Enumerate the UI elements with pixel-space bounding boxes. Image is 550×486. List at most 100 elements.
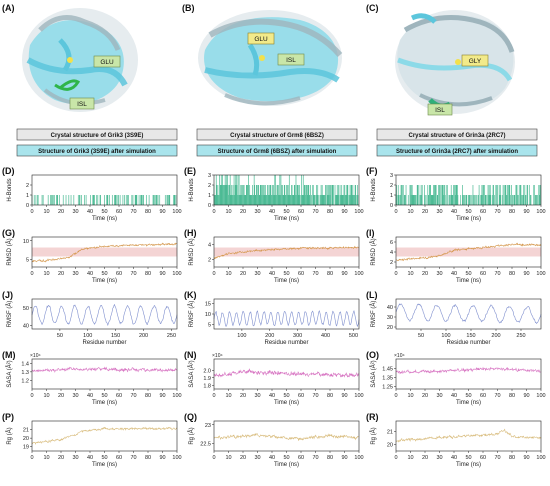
svg-text:ISL: ISL: [286, 57, 296, 64]
x-tick-label: 20: [58, 455, 64, 461]
x-tick-label: 30: [254, 393, 260, 399]
axes-frame: [31, 298, 178, 330]
x-tick-label: 100: [536, 393, 545, 399]
x-tick-label: 30: [254, 455, 260, 461]
x-tick-label: 70: [494, 393, 500, 399]
x-tick-label: 60: [298, 209, 304, 215]
y-tick-label: 3: [390, 173, 393, 179]
x-tick-label: 10: [407, 209, 413, 215]
y-exponent: ×10⁴: [30, 353, 41, 359]
x-tick-label: 80: [327, 455, 333, 461]
x-axis-label: Residue number: [82, 340, 126, 346]
x-tick-label: 100: [536, 209, 545, 215]
y-tick-label: 40: [23, 323, 29, 329]
x-tick-label: 100: [354, 393, 363, 399]
y-tick-label: 1.25: [382, 384, 393, 390]
x-tick-label: 20: [58, 271, 64, 277]
hbond-series: [395, 185, 541, 205]
y-axis-label: H-Bonds: [189, 178, 195, 201]
x-tick-label: 30: [436, 209, 442, 215]
y-axis-label: RMSF (Å): [188, 301, 195, 328]
x-tick-label: 10: [43, 271, 49, 277]
panel-label: (E): [184, 166, 196, 176]
structure-panel-c: (C) GLY ISL Crystal structure of Grin3a …: [366, 3, 538, 157]
panel-label: (D): [2, 166, 15, 176]
x-tick-label: 80: [145, 271, 151, 277]
x-tick-label: 100: [536, 455, 545, 461]
x-tick-label: 50: [101, 455, 107, 461]
x-tick-label: 30: [72, 455, 78, 461]
x-tick-label: 100: [536, 271, 545, 277]
x-tick-label: 80: [509, 393, 515, 399]
y-axis-label: H-Bonds: [371, 178, 377, 201]
x-tick-label: 60: [480, 393, 486, 399]
rmsf-series-line: [395, 303, 542, 324]
x-tick-label: 70: [130, 209, 136, 215]
panel-label-b: (B): [182, 3, 195, 13]
x-tick-label: 0: [212, 209, 215, 215]
y-tick-label: 1.35: [382, 376, 393, 382]
x-tick-label: 60: [116, 393, 122, 399]
x-tick-label: 80: [327, 209, 333, 215]
x-tick-label: 100: [172, 455, 181, 461]
x-tick-label: 50: [57, 333, 63, 339]
x-tick-label: 10: [407, 455, 413, 461]
x-tick-label: 100: [172, 209, 181, 215]
y-tick-label: 0: [390, 203, 393, 209]
x-axis-label: Time (ns): [92, 400, 117, 406]
chart-p: (P) 19 20 21 0 10 20 30 40 50 60 70 80 90 100 Time (ns)…: [2, 412, 182, 468]
chart-l: (L) 20 30 40 50 100 150 200 250 Residue number RMS…: [366, 290, 542, 346]
x-tick-label: 0: [212, 455, 215, 461]
structure-panel-a: (A) GLU ISL Crystal structure of Grik3 (…: [2, 3, 178, 157]
x-tick-label: 20: [240, 271, 246, 277]
svg-text:Structure of Grm8 (6BSZ) after: Structure of Grm8 (6BSZ) after simulatio…: [218, 149, 337, 155]
chart-k: (K) 5 10 15 100 200 300 400 500 Residue number RMS…: [184, 290, 360, 346]
x-tick-label: 10: [225, 393, 231, 399]
axes-frame: [31, 420, 178, 452]
x-axis-label: Residue number: [264, 340, 308, 346]
panel-label: (L): [366, 290, 378, 300]
tag-isl-c: ISL: [427, 103, 453, 116]
x-axis-label: Time (ns): [456, 216, 481, 222]
panel-label: (H): [184, 228, 197, 238]
rg-series-line: [213, 433, 360, 442]
x-tick-label: 60: [480, 271, 486, 277]
y-tick-label: 0: [26, 203, 29, 209]
x-tick-label: 200: [491, 333, 500, 339]
x-tick-label: 10: [225, 455, 231, 461]
panel-label: (F): [366, 166, 378, 176]
svg-text:Structure of Grin3a (2RC7) aft: Structure of Grin3a (2RC7) after simulat…: [396, 149, 518, 155]
x-tick-label: 80: [509, 271, 515, 277]
x-tick-label: 20: [240, 209, 246, 215]
x-tick-label: 40: [87, 271, 93, 277]
rmsd-band: [396, 247, 541, 257]
x-axis-label: Time (ns): [456, 462, 481, 468]
x-axis-label: Time (ns): [274, 278, 299, 284]
x-tick-label: 100: [172, 393, 181, 399]
y-tick-label: 1.2: [21, 378, 29, 384]
y-tick-label: 4: [390, 250, 393, 256]
y-tick-label: 30: [387, 315, 393, 321]
x-tick-label: 10: [225, 271, 231, 277]
x-tick-label: 70: [494, 271, 500, 277]
x-tick-label: 0: [212, 271, 215, 277]
axes-frame: [395, 298, 542, 330]
x-tick-label: 200: [265, 333, 274, 339]
panel-label: (M): [2, 350, 16, 360]
x-tick-label: 80: [145, 209, 151, 215]
x-tick-label: 10: [407, 393, 413, 399]
x-tick-label: 20: [422, 393, 428, 399]
x-tick-label: 90: [341, 271, 347, 277]
y-exponent: ×10⁴: [212, 353, 223, 359]
x-tick-label: 40: [269, 209, 275, 215]
y-tick-label: 2: [208, 258, 211, 264]
rmsd-series-line: [213, 245, 360, 260]
svg-text:Crystal structure of Grik3 (3S: Crystal structure of Grik3 (3S9E): [51, 133, 144, 139]
x-tick-label: 70: [494, 209, 500, 215]
legend-crystal-c: Crystal structure of Grin3a (2RC7): [376, 128, 538, 141]
x-tick-label: 50: [283, 271, 289, 277]
x-tick-label: 40: [269, 271, 275, 277]
chart-j: (J) 40 50 50 100 150 200 250 Residue number RMSF …: [2, 290, 178, 346]
axes-frame: [395, 420, 542, 452]
